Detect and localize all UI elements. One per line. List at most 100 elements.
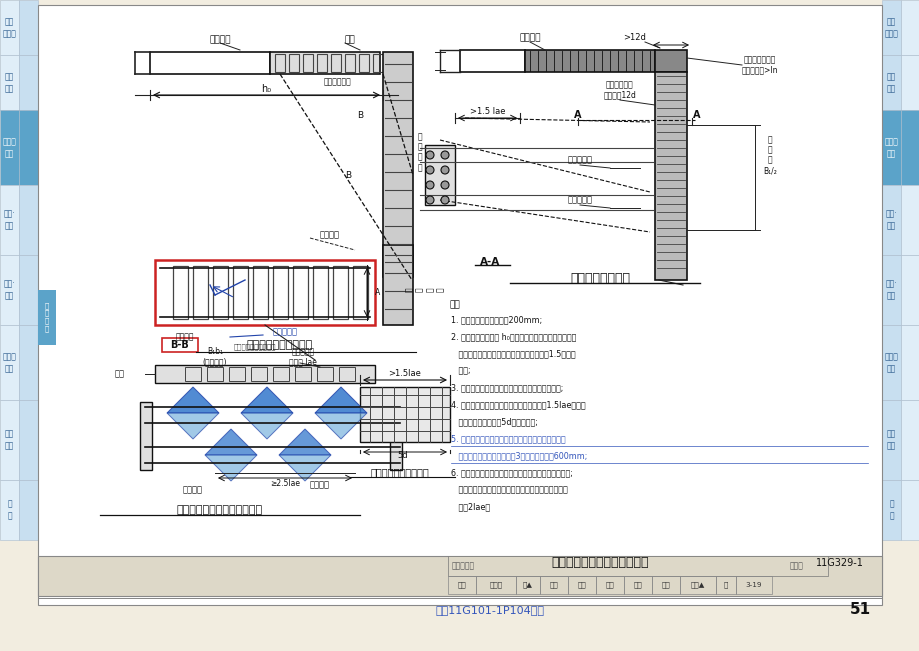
Circle shape [425, 181, 434, 189]
Text: 说明正: 说明正 [3, 29, 17, 38]
Text: 插在11G101-1P104后面: 插在11G101-1P104后面 [435, 605, 544, 615]
Text: B-B: B-B [170, 340, 189, 350]
Bar [150, 52, 269, 74]
Text: 片侧钢筋伸至
梁外缘等12d: 片侧钢筋伸至 梁外缘等12d [603, 80, 636, 100]
Bar [358, 54, 369, 72]
Bar [900, 325, 919, 400]
Bar [38, 290, 56, 345]
Bar [900, 55, 919, 110]
Text: 负窗悬挑长度: 负窗悬挑长度 [323, 77, 351, 87]
Bar [475, 576, 516, 594]
Polygon shape [314, 413, 367, 439]
Text: >1.5 lae: >1.5 lae [470, 107, 505, 117]
Text: 折梁纵筋与暗柱钢筋细部关系: 折梁纵筋与暗柱钢筋细部关系 [176, 505, 263, 515]
Bar [154, 365, 375, 383]
Text: 时折梁上纵偏筋另外5d向下弯折置;: 时折梁上纵偏筋另外5d向下弯折置; [450, 417, 538, 426]
Bar [185, 367, 200, 381]
Circle shape [425, 196, 434, 204]
Text: 编制: 编制 [5, 17, 14, 26]
Text: 剪力墙: 剪力墙 [883, 352, 898, 361]
Bar [19, 325, 38, 400]
Bar [900, 255, 919, 325]
Text: 结构: 结构 [5, 441, 14, 450]
Text: A-A: A-A [480, 257, 500, 267]
Bar [173, 266, 187, 319]
Bar [372, 54, 382, 72]
Bar [448, 576, 475, 594]
Bar [353, 266, 368, 319]
Text: 剪墙: 剪墙 [886, 292, 895, 301]
Text: >12d: >12d [623, 33, 646, 42]
Text: 依仟: 依仟 [661, 582, 670, 589]
Circle shape [440, 151, 448, 159]
Text: 墙端暗柱: 墙端暗柱 [518, 33, 540, 42]
Text: 框柱·: 框柱· [4, 279, 16, 288]
Bar [448, 556, 827, 576]
Text: 剪力墙: 剪力墙 [3, 137, 17, 146]
Text: 51: 51 [848, 602, 869, 618]
Bar [900, 480, 919, 540]
Polygon shape [241, 387, 292, 413]
Bar [333, 266, 347, 319]
Text: 剪力墙: 剪力墙 [3, 352, 17, 361]
Bar [900, 0, 919, 55]
Bar [0, 480, 19, 540]
Text: 磁率: 磁率 [577, 582, 585, 589]
Bar [881, 400, 900, 480]
Text: 框柱·: 框柱· [885, 279, 896, 288]
Bar [425, 145, 455, 205]
Text: 剪力墙: 剪力墙 [883, 137, 898, 146]
Text: 2. 角窗两侧墙肢长度 h₀，多为较大一字型墙肢时，墙端: 2. 角窗两侧墙肢长度 h₀，多为较大一字型墙肢时，墙端 [450, 332, 575, 341]
Polygon shape [314, 387, 367, 413]
Text: 基: 基 [889, 499, 893, 508]
Bar [0, 0, 19, 55]
Bar [539, 576, 567, 594]
Bar [162, 338, 198, 352]
Circle shape [440, 181, 448, 189]
Polygon shape [278, 455, 331, 481]
Text: 设计: 设计 [633, 582, 641, 589]
Bar [881, 55, 900, 110]
Text: A: A [573, 110, 581, 120]
Text: 折梁主筋: 折梁主筋 [310, 480, 330, 490]
Text: 结构: 结构 [886, 441, 895, 450]
Bar [275, 54, 285, 72]
Text: 折梁: 折梁 [345, 36, 355, 44]
Text: 5d: 5d [397, 450, 408, 460]
Bar [900, 110, 919, 185]
Bar [317, 54, 326, 72]
Text: 大值;: 大值; [450, 366, 471, 375]
Bar [654, 72, 686, 280]
Bar [881, 185, 900, 255]
Polygon shape [167, 387, 219, 413]
Bar [900, 185, 919, 255]
Bar [193, 266, 208, 319]
Text: 主筋锚入墙
端暗柱 lae: 主筋锚入墙 端暗柱 lae [289, 347, 316, 367]
Bar [19, 110, 38, 185]
Text: 度构件，暗柱长度于室公于3倍墙是且不小于600mm;: 度构件，暗柱长度于室公于3倍墙是且不小于600mm; [450, 451, 586, 460]
Text: 结构: 结构 [886, 84, 895, 93]
Text: 气钢▲: 气钢▲ [690, 582, 705, 589]
Text: 暗
柱
半
截: 暗 柱 半 截 [417, 132, 422, 172]
Text: A: A [693, 110, 700, 120]
Text: 结构: 结构 [5, 84, 14, 93]
Bar [900, 400, 919, 480]
Bar [516, 576, 539, 594]
Text: B₁b₁
(板厚范围): B₁b₁ (板厚范围) [202, 347, 227, 367]
Text: 审核: 审核 [457, 582, 466, 589]
Bar [38, 598, 881, 599]
Bar [715, 576, 735, 594]
Text: 框架·: 框架· [885, 210, 896, 219]
Bar [623, 576, 652, 594]
Bar [19, 55, 38, 110]
Bar [292, 266, 308, 319]
Bar [881, 480, 900, 540]
Text: 角窗折梁配筋构造: 角窗折梁配筋构造 [570, 271, 630, 284]
Text: 说明正: 说明正 [883, 29, 898, 38]
Bar [0, 55, 19, 110]
Text: （暗梁配筋详见设计）: （暗梁配筋详见设计） [233, 344, 276, 350]
Text: 剪力墙指南: 剪力墙指南 [451, 561, 474, 570]
Bar [359, 387, 449, 442]
Text: >1.5lae: >1.5lae [388, 370, 421, 378]
Text: 意气: 意气 [605, 582, 614, 589]
